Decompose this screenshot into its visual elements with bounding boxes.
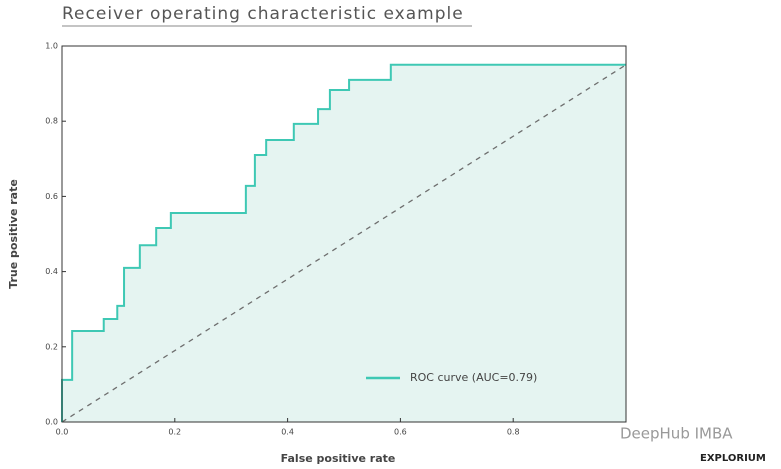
x-tick-label: 0.8 — [507, 428, 520, 437]
diagonal-line — [61, 64, 627, 423]
chart-title: Receiver operating characteristic exampl… — [62, 4, 464, 24]
x-tick-label: 0.6 — [394, 428, 407, 437]
y-tick-label: 1.0 — [45, 42, 58, 51]
y-tick-label: 0.6 — [45, 192, 58, 201]
y-tick-label: 0.2 — [45, 342, 58, 351]
x-tick-label: 0.4 — [281, 428, 294, 437]
x-tick-label: 0.2 — [168, 428, 181, 437]
watermark: EXPLORIUM — [700, 453, 766, 464]
roc-line — [61, 63, 626, 422]
watermark: DeepHub IMBA — [620, 425, 733, 443]
y-axis-label: True positive rate — [7, 179, 20, 289]
y-tick-label: 0.8 — [45, 117, 58, 126]
x-axis-label: False positive rate — [281, 452, 396, 465]
plot-frame — [61, 45, 627, 423]
y-tick-label: 0.0 — [45, 418, 58, 427]
y-tick-label: 0.4 — [45, 267, 58, 276]
x-tick-label: 0.0 — [56, 428, 69, 437]
legend-label: ROC curve (AUC=0.79) — [410, 371, 537, 384]
